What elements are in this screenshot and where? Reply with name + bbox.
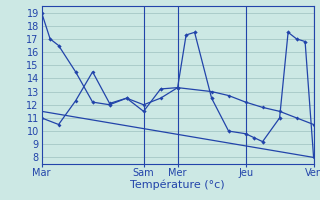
X-axis label: Température (°c): Température (°c) <box>130 180 225 190</box>
